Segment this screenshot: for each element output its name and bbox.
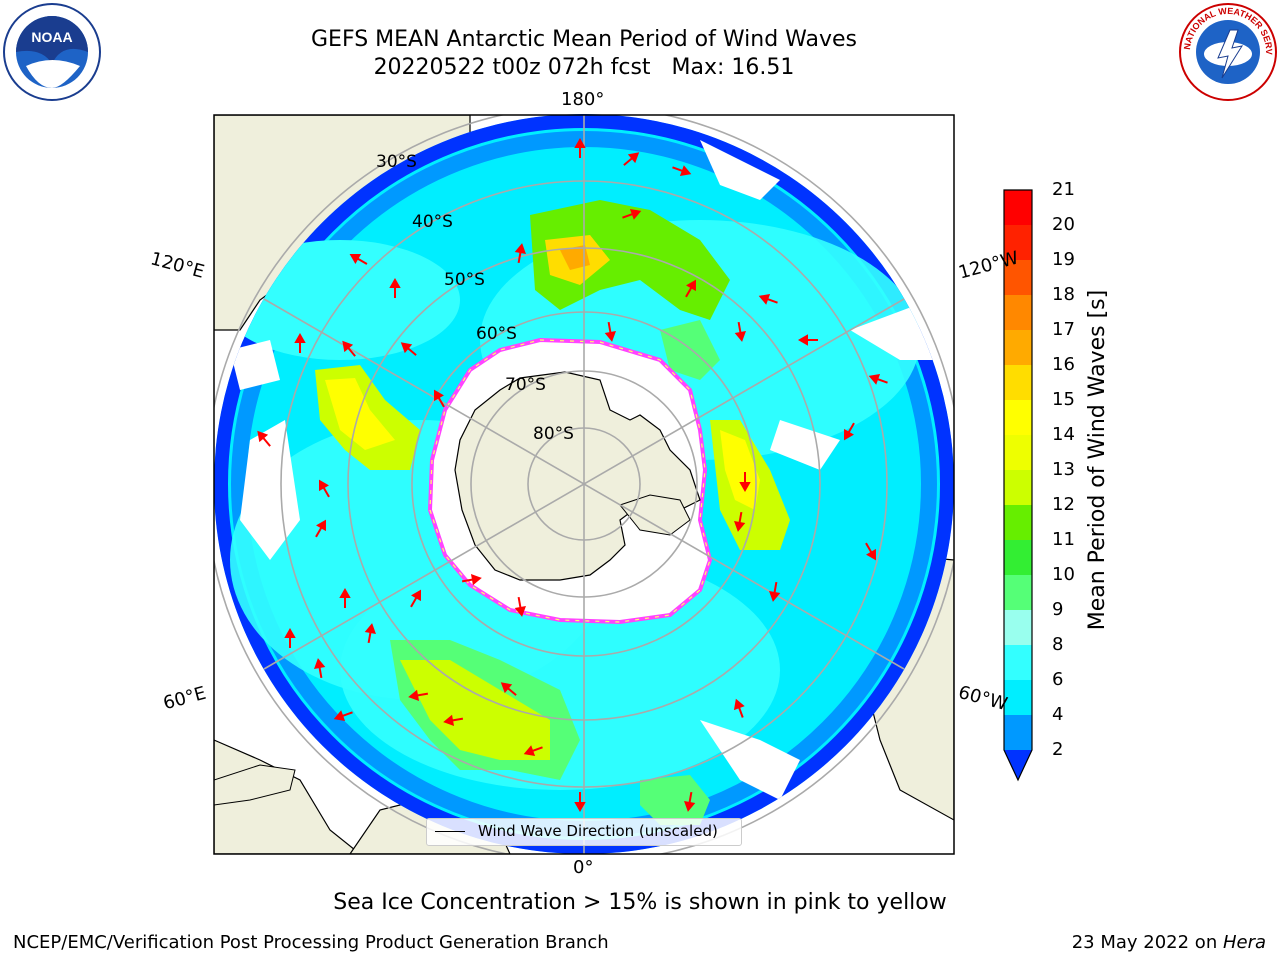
arrow (733, 698, 745, 718)
colorbar-tick: 21 (1052, 179, 1075, 200)
max-value: Max: 16.51 (671, 55, 795, 80)
forecast-date: 20220522 t00z 072h fcst (373, 55, 651, 80)
arrow (349, 253, 368, 265)
arrow (339, 587, 351, 608)
antarctic-peninsula (619, 494, 691, 536)
arrow (739, 472, 751, 493)
legend-line-swatch (435, 831, 465, 832)
noaa-logo-text: NOAA (31, 29, 72, 45)
colorbar-tick: 15 (1052, 389, 1075, 410)
arrow (685, 279, 697, 298)
arrow (604, 321, 616, 342)
lat-label-60s: 60°S (476, 324, 517, 344)
arrow (333, 710, 353, 722)
arrow (364, 623, 376, 644)
arrow (684, 791, 696, 812)
arrow (797, 334, 818, 346)
colorbar-tick: 11 (1052, 529, 1075, 550)
arrow (500, 682, 517, 696)
colorbar-tick: 14 (1052, 424, 1075, 445)
antarctica-land (454, 371, 701, 581)
footer-credit: NCEP/EMC/Verification Post Processing Pr… (13, 932, 609, 953)
lon-label-180: 180° (561, 89, 605, 110)
chart-subtitle: 20220522 t00z 072h fcst Max: 16.51 (234, 55, 934, 81)
arrow (315, 519, 327, 538)
arrow (443, 714, 464, 726)
colorbar-label: Mean Period of Wind Waves [s] (1085, 289, 1110, 631)
noaa-logo: NOAA (3, 3, 101, 101)
arrow (284, 627, 296, 648)
arrow (868, 373, 888, 385)
sea-ice-caption: Sea Ice Concentration > 15% is shown in … (333, 890, 947, 915)
footer-host: Hera (1222, 932, 1266, 953)
wind-wave-arrows (257, 137, 888, 813)
colorbar-tick: 19 (1052, 249, 1075, 270)
colorbar-tick: 8 (1052, 634, 1064, 655)
arrow (318, 479, 330, 498)
colorbar-tick: 9 (1052, 599, 1064, 620)
lon-label-0: 0° (573, 857, 594, 878)
arrow (622, 208, 642, 220)
arrow (843, 422, 855, 441)
arrow (672, 165, 692, 177)
colorbar-tick: 18 (1052, 284, 1075, 305)
arrow (734, 321, 746, 342)
lat-label-30s: 30°S (376, 152, 417, 172)
arrow (865, 542, 877, 561)
arrow (408, 689, 429, 701)
colorbar-tick: 16 (1052, 354, 1075, 375)
arrow (514, 243, 526, 264)
arrow (389, 277, 401, 298)
arrow (514, 596, 526, 617)
footer-date: 23 May 2022 on Hera (1072, 932, 1266, 953)
colorbar-tick: 13 (1052, 459, 1075, 480)
arrow (342, 340, 356, 357)
chart-title: GEFS MEAN Antarctic Mean Period of Wind … (311, 27, 857, 52)
arrow (314, 658, 326, 679)
arrow (769, 581, 781, 602)
arrow (400, 342, 417, 356)
arrow (257, 430, 271, 447)
colorbar-tick: 10 (1052, 564, 1075, 585)
colorbar-tick: 12 (1052, 494, 1075, 515)
lat-label-70s: 70°S (505, 375, 546, 395)
nws-logo: NATIONAL WEATHER SERVICE (1178, 2, 1277, 101)
map-frame (213, 114, 955, 855)
colorbar-tick: 4 (1052, 704, 1064, 725)
arrow (294, 332, 306, 353)
colorbar (1003, 189, 1033, 782)
arrow (734, 511, 746, 532)
map-legend: Wind Wave Direction (unscaled) (426, 818, 742, 846)
arrow (410, 589, 422, 608)
arrow (433, 389, 445, 408)
lat-label-40s: 40°S (412, 212, 453, 232)
colorbar-tick: 17 (1052, 319, 1075, 340)
legend-entry: Wind Wave Direction (unscaled) (478, 822, 718, 840)
colorbar-tick: 6 (1052, 669, 1064, 690)
arrow (461, 574, 482, 586)
lat-label-50s: 50°S (444, 270, 485, 290)
arrow (523, 745, 543, 757)
footer-date-text: 23 May 2022 on (1071, 932, 1223, 953)
arrow (574, 137, 586, 158)
colorbar-tick: 2 (1052, 739, 1064, 760)
lat-label-80s: 80°S (533, 424, 574, 444)
arrow (574, 792, 586, 813)
arrow (758, 293, 778, 305)
graticule (214, 115, 954, 854)
colorbar-tick: 20 (1052, 214, 1075, 235)
arrow (623, 152, 640, 166)
